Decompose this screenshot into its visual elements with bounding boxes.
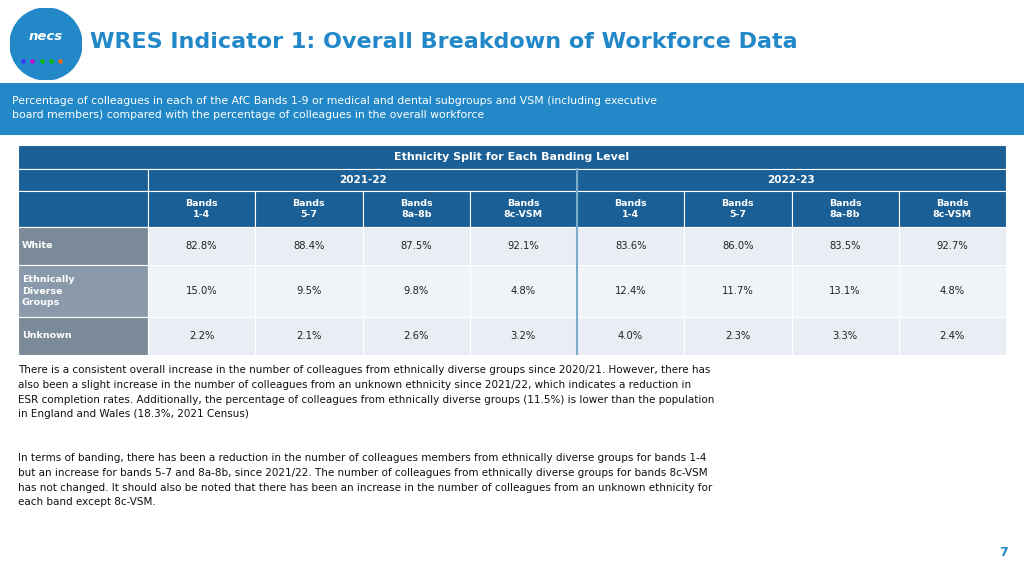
Bar (792, 227, 899, 265)
Bar (470, 227, 577, 265)
Bar (362, 265, 470, 317)
Text: Percentage of colleagues in each of the AfC Bands 1-9 or medical and dental subg: Percentage of colleagues in each of the … (12, 96, 657, 120)
Bar (18, 227, 148, 265)
Text: 9.8%: 9.8% (403, 286, 429, 296)
Text: Bands
8c-VSM: Bands 8c-VSM (933, 199, 972, 219)
Text: WRES Indicator 1: Overall Breakdown of Workforce Data: WRES Indicator 1: Overall Breakdown of W… (90, 32, 798, 52)
Bar (684, 227, 792, 265)
Text: 4.8%: 4.8% (511, 286, 536, 296)
Text: There is a consistent overall increase in the number of colleagues from ethnical: There is a consistent overall increase i… (18, 365, 715, 419)
Bar (362, 227, 470, 265)
Text: 92.1%: 92.1% (508, 241, 540, 251)
Text: 82.8%: 82.8% (186, 241, 217, 251)
Text: Bands
8c-VSM: Bands 8c-VSM (504, 199, 543, 219)
Bar (255, 317, 362, 355)
Bar (577, 265, 684, 317)
Bar (255, 191, 362, 227)
Text: 4.8%: 4.8% (940, 286, 965, 296)
Bar (470, 265, 577, 317)
Text: 15.0%: 15.0% (185, 286, 217, 296)
Text: 2.3%: 2.3% (725, 331, 751, 341)
Bar (18, 169, 148, 191)
Text: 3.2%: 3.2% (511, 331, 536, 341)
Bar (792, 191, 899, 227)
Bar (148, 191, 255, 227)
Text: Bands
1-4: Bands 1-4 (614, 199, 647, 219)
Text: In terms of banding, there has been a reduction in the number of colleagues memb: In terms of banding, there has been a re… (18, 453, 713, 507)
Bar (255, 265, 362, 317)
Text: Bands
1-4: Bands 1-4 (185, 199, 218, 219)
Bar (148, 265, 255, 317)
Text: Unknown: Unknown (22, 332, 72, 340)
Text: White: White (22, 241, 53, 251)
Text: Bands
8a-8b: Bands 8a-8b (399, 199, 432, 219)
Bar (362, 191, 470, 227)
Text: 2.1%: 2.1% (296, 331, 322, 341)
Text: 2022-23: 2022-23 (768, 175, 815, 185)
Bar (577, 227, 684, 265)
Circle shape (10, 8, 82, 80)
Bar (684, 191, 792, 227)
Text: 86.0%: 86.0% (722, 241, 754, 251)
Bar (470, 317, 577, 355)
Text: 4.0%: 4.0% (618, 331, 643, 341)
Bar (577, 169, 1006, 191)
Bar (18, 265, 148, 317)
Text: Ethnically
Diverse
Groups: Ethnically Diverse Groups (22, 275, 75, 306)
Bar (792, 265, 899, 317)
Bar (148, 227, 255, 265)
Text: 2.6%: 2.6% (403, 331, 429, 341)
Bar (792, 317, 899, 355)
Text: Bands
5-7: Bands 5-7 (722, 199, 755, 219)
Bar (255, 227, 362, 265)
Bar (362, 317, 470, 355)
Text: 2.4%: 2.4% (940, 331, 965, 341)
Bar (577, 191, 684, 227)
Text: 83.6%: 83.6% (614, 241, 646, 251)
Text: 11.7%: 11.7% (722, 286, 754, 296)
Text: 13.1%: 13.1% (829, 286, 861, 296)
Text: 9.5%: 9.5% (296, 286, 322, 296)
Text: 12.4%: 12.4% (614, 286, 646, 296)
Bar (18, 317, 148, 355)
Text: Bands
5-7: Bands 5-7 (293, 199, 326, 219)
Bar (18, 191, 148, 227)
Bar (148, 169, 577, 191)
Bar (18, 145, 1006, 169)
Bar (899, 191, 1006, 227)
Text: Ethnicity Split for Each Banding Level: Ethnicity Split for Each Banding Level (394, 152, 630, 162)
Bar (899, 265, 1006, 317)
Bar (577, 317, 684, 355)
Bar (470, 191, 577, 227)
Text: 2021-22: 2021-22 (339, 175, 386, 185)
Bar (899, 317, 1006, 355)
Text: 2.2%: 2.2% (189, 331, 214, 341)
Bar (684, 317, 792, 355)
Bar (684, 265, 792, 317)
Text: 7: 7 (999, 547, 1009, 559)
Text: Bands
8a-8b: Bands 8a-8b (828, 199, 861, 219)
Text: necs: necs (29, 31, 63, 43)
Text: 88.4%: 88.4% (293, 241, 325, 251)
Text: 3.3%: 3.3% (833, 331, 858, 341)
Bar (148, 317, 255, 355)
Text: 83.5%: 83.5% (829, 241, 861, 251)
Text: 92.7%: 92.7% (937, 241, 969, 251)
Bar (899, 227, 1006, 265)
Text: 87.5%: 87.5% (400, 241, 432, 251)
